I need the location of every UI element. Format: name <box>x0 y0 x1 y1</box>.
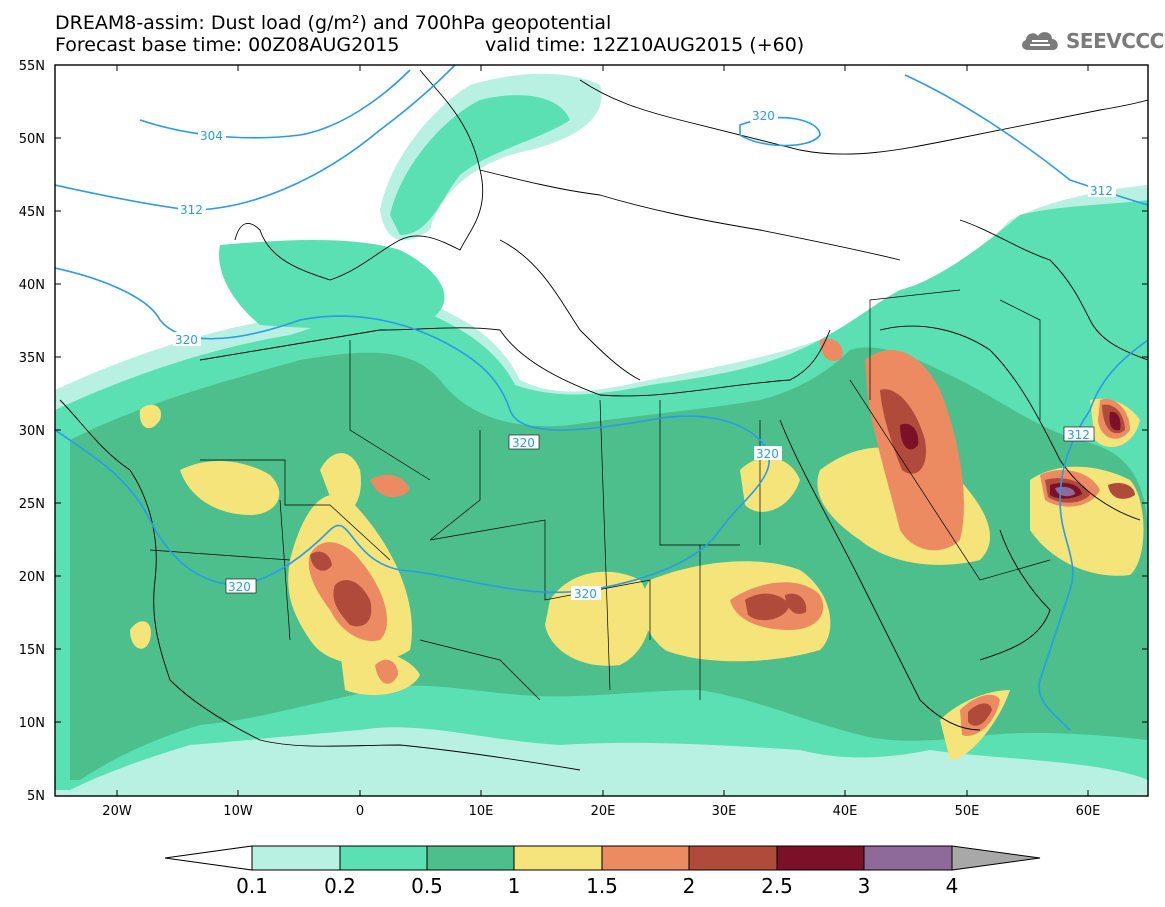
colorbar-label: 0.2 <box>324 874 356 898</box>
lat-label: 10N <box>19 716 45 731</box>
valid-time: valid time: 12Z10AUG2015 (+60) <box>485 34 805 56</box>
lat-label: 15N <box>19 643 45 658</box>
contour-label: 320 <box>756 447 779 461</box>
lat-label: 5N <box>27 789 45 804</box>
colorbar-label: 2 <box>683 874 696 898</box>
contour-label: 320 <box>512 436 535 450</box>
lon-axis: 20W 10W 0 10E 20E 30E 40E 50E 60E <box>102 65 1100 819</box>
lon-label: 10W <box>223 804 253 819</box>
colorbar-low-arrow <box>164 845 253 871</box>
lon-label: 10E <box>469 804 494 819</box>
cloud-icon <box>1022 32 1058 50</box>
colorbar-swatch <box>776 845 865 871</box>
colorbar-label: 0.5 <box>411 874 443 898</box>
contour-label: 320 <box>175 333 198 347</box>
lon-label: 0 <box>356 804 364 819</box>
lat-label: 35N <box>19 351 45 366</box>
contour-label: 312 <box>1067 428 1090 442</box>
contour-label: 304 <box>200 129 223 143</box>
lat-label: 45N <box>19 205 45 220</box>
lon-label: 60E <box>1076 804 1101 819</box>
colorbar-high-arrow <box>951 845 1041 871</box>
colorbar-swatch <box>426 845 515 871</box>
lat-label: 55N <box>19 59 45 74</box>
lon-label: 40E <box>833 804 858 819</box>
contour-labels: 304 312 320 320 320 320 320 320 312 312 <box>173 108 1116 601</box>
contour-label: 312 <box>1090 184 1113 198</box>
contour-label: 320 <box>228 580 251 594</box>
lat-label: 50N <box>19 132 45 147</box>
lon-label: 20E <box>591 804 616 819</box>
colorbar-label: 1.5 <box>586 874 618 898</box>
colorbar-swatch <box>513 845 603 871</box>
lat-axis: 55N 50N 45N 40N 35N 30N 25N 20N 15N 10N … <box>19 59 1148 804</box>
colorbar-swatch <box>688 845 778 871</box>
lon-label: 30E <box>712 804 737 819</box>
colorbar-label: 4 <box>946 874 959 898</box>
lon-label: 50E <box>955 804 980 819</box>
colorbar-label: 1 <box>508 874 521 898</box>
dust-level-2.5 <box>900 411 1121 499</box>
dust-north-africa-plume <box>219 240 445 329</box>
dust-europe-plume <box>390 95 570 236</box>
logo-text: SEEVCCC <box>1066 29 1164 53</box>
map-title: DREAM8-assim: Dust load (g/m²) and 700hP… <box>55 12 612 34</box>
forecast-base-time: Forecast base time: 00Z08AUG2015 <box>55 34 400 56</box>
colorbar-swatch <box>251 845 341 871</box>
contour-label: 320 <box>752 109 775 123</box>
colorbar: 0.1 0.2 0.5 1 1.5 2 2.5 3 4 <box>164 845 1041 898</box>
contour-label: 312 <box>180 203 203 217</box>
colorbar-swatch <box>863 845 953 871</box>
colorbar-swatch <box>601 845 690 871</box>
colorbar-label: 2.5 <box>761 874 793 898</box>
coastlines <box>59 69 1148 771</box>
dust-field: 304 312 320 320 320 320 320 320 312 312 <box>55 65 1148 796</box>
colorbar-swatch <box>339 845 428 871</box>
seevccc-logo: SEEVCCC <box>1018 26 1164 56</box>
lat-label: 20N <box>19 570 45 585</box>
lat-label: 25N <box>19 497 45 512</box>
lat-label: 30N <box>19 424 45 439</box>
lon-label: 20W <box>102 804 132 819</box>
lat-label: 40N <box>19 278 45 293</box>
contour-label: 320 <box>574 587 597 601</box>
colorbar-label: 3 <box>858 874 871 898</box>
colorbar-label: 0.1 <box>236 874 268 898</box>
